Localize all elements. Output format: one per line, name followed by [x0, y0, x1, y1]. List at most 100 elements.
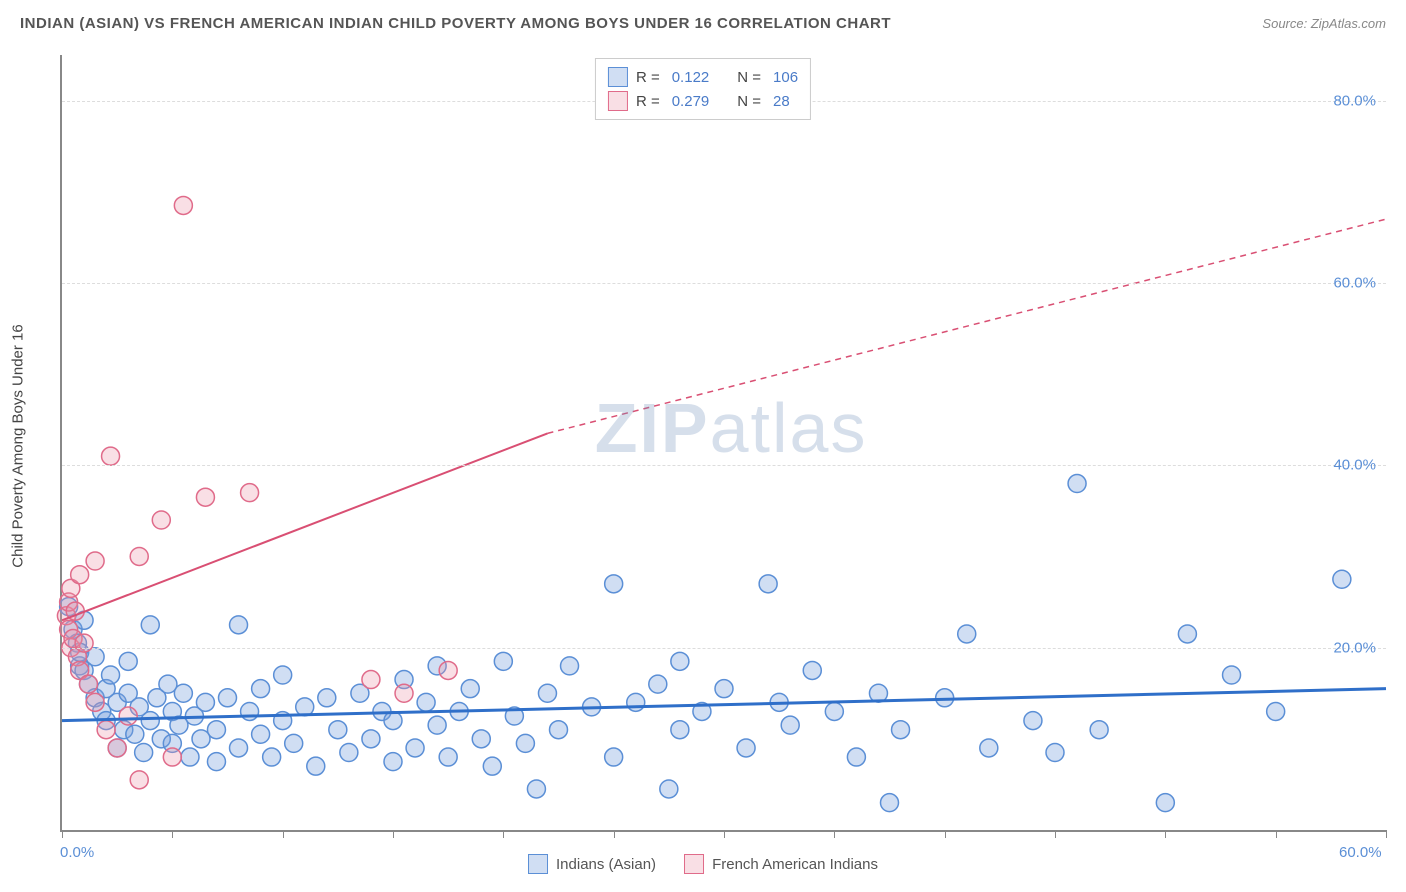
data-point — [75, 634, 93, 652]
legend-row-series-1: R = 0.122 N = 106 — [608, 65, 798, 89]
data-point — [252, 725, 270, 743]
legend-swatch-bottom-2 — [684, 854, 704, 874]
data-point — [362, 730, 380, 748]
data-point — [141, 712, 159, 730]
data-point — [362, 671, 380, 689]
chart-plot-area: 20.0%40.0%60.0%80.0% — [60, 55, 1386, 832]
data-point — [79, 675, 97, 693]
data-point — [119, 707, 137, 725]
data-point — [285, 734, 303, 752]
data-point — [86, 693, 104, 711]
data-point — [395, 684, 413, 702]
legend-label-series-1: Indians (Asian) — [556, 856, 656, 873]
x-tick-label: 0.0% — [60, 844, 94, 861]
x-tick — [172, 830, 173, 838]
data-point — [892, 721, 910, 739]
trend-line — [62, 433, 547, 620]
data-point — [649, 675, 667, 693]
data-point — [561, 657, 579, 675]
data-point — [130, 771, 148, 789]
data-point — [207, 753, 225, 771]
data-point — [803, 661, 821, 679]
legend-label-series-2: French American Indians — [712, 856, 878, 873]
n-value-series-2: 28 — [773, 93, 790, 110]
y-tick-label: 40.0% — [1333, 457, 1376, 474]
y-tick-label: 60.0% — [1333, 274, 1376, 291]
data-point — [1178, 625, 1196, 643]
legend-swatch-series-1 — [608, 67, 628, 87]
data-point — [759, 575, 777, 593]
data-point — [980, 739, 998, 757]
chart-header: INDIAN (ASIAN) VS FRENCH AMERICAN INDIAN… — [0, 0, 1406, 42]
data-point — [417, 693, 435, 711]
data-point — [230, 739, 248, 757]
x-tick — [614, 830, 615, 838]
x-tick — [1165, 830, 1166, 838]
x-tick — [1055, 830, 1056, 838]
data-point — [71, 566, 89, 584]
data-point — [196, 693, 214, 711]
data-point — [102, 447, 120, 465]
data-point — [263, 748, 281, 766]
data-point — [318, 689, 336, 707]
x-tick-label: 60.0% — [1339, 844, 1382, 861]
legend-row-series-2: R = 0.279 N = 28 — [608, 89, 798, 113]
data-point — [550, 721, 568, 739]
data-point — [196, 488, 214, 506]
data-point — [715, 680, 733, 698]
source-name: ZipAtlas.com — [1311, 16, 1386, 31]
data-point — [428, 716, 446, 734]
data-point — [847, 748, 865, 766]
data-point — [461, 680, 479, 698]
x-tick — [945, 830, 946, 838]
data-point — [130, 547, 148, 565]
data-point — [119, 652, 137, 670]
x-tick — [62, 830, 63, 838]
data-point — [439, 661, 457, 679]
data-point — [406, 739, 424, 757]
correlation-legend: R = 0.122 N = 106 R = 0.279 N = 28 — [595, 58, 811, 120]
data-point — [527, 780, 545, 798]
trend-line-extrapolated — [547, 219, 1386, 433]
legend-item-series-2: French American Indians — [684, 854, 878, 874]
x-tick — [724, 830, 725, 838]
data-point — [307, 757, 325, 775]
x-tick — [834, 830, 835, 838]
data-point — [671, 721, 689, 739]
data-point — [494, 652, 512, 670]
data-point — [384, 712, 402, 730]
gridline — [62, 283, 1386, 284]
data-point — [135, 744, 153, 762]
chart-title: INDIAN (ASIAN) VS FRENCH AMERICAN INDIAN… — [20, 15, 891, 32]
data-point — [627, 693, 645, 711]
r-value-series-2: 0.279 — [672, 93, 710, 110]
data-point — [181, 748, 199, 766]
y-tick-label: 80.0% — [1333, 92, 1376, 109]
data-point — [1267, 702, 1285, 720]
data-point — [97, 721, 115, 739]
data-point — [781, 716, 799, 734]
x-tick — [283, 830, 284, 838]
source-attribution: Source: ZipAtlas.com — [1262, 16, 1386, 31]
data-point — [1024, 712, 1042, 730]
data-point — [538, 684, 556, 702]
data-point — [1156, 794, 1174, 812]
gridline — [62, 465, 1386, 466]
data-point — [1046, 744, 1064, 762]
legend-swatch-bottom-1 — [528, 854, 548, 874]
legend-item-series-1: Indians (Asian) — [528, 854, 656, 874]
x-tick — [393, 830, 394, 838]
data-point — [1068, 475, 1086, 493]
data-point — [881, 794, 899, 812]
r-label: R = — [636, 69, 660, 86]
data-point — [660, 780, 678, 798]
data-point — [605, 748, 623, 766]
data-point — [472, 730, 490, 748]
scatter-plot-svg — [62, 55, 1386, 830]
data-point — [174, 684, 192, 702]
data-point — [825, 702, 843, 720]
gridline — [62, 648, 1386, 649]
data-point — [1333, 570, 1351, 588]
n-value-series-1: 106 — [773, 69, 798, 86]
data-point — [241, 484, 259, 502]
